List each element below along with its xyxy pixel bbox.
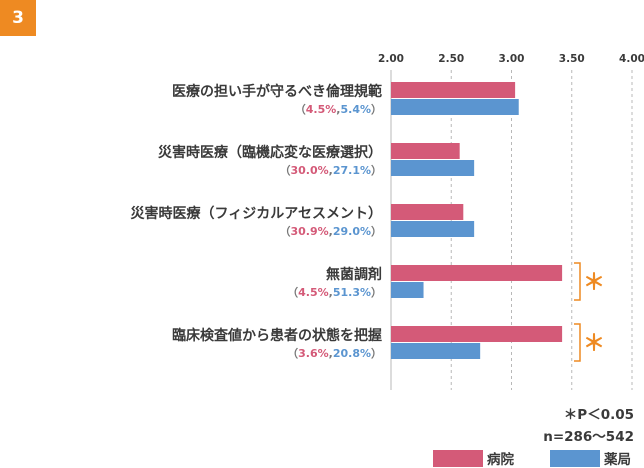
- bar-hospital: [391, 204, 464, 220]
- bar-hospital: [391, 82, 516, 98]
- tick-label: 2.50: [438, 53, 464, 65]
- bar-pharmacy: [391, 99, 519, 115]
- sample-size-note: n=286～542: [543, 429, 634, 445]
- category-label-ethics: 医療の担い手が守るべき倫理規範: [172, 84, 382, 100]
- figure-number-badge: 3: [0, 0, 36, 36]
- bar-pharmacy: [391, 221, 475, 237]
- bar-pharmacy: [391, 160, 475, 176]
- category-percent-lab-values: （3.6%,20.8%）: [287, 347, 382, 360]
- category-percent-disaster-assessment: （30.9%,29.0%）: [279, 225, 382, 238]
- legend-label-hospital: 病院: [487, 452, 514, 468]
- category-label-disaster-assessment: 災害時医療（フィジカルアセスメント）: [130, 206, 382, 222]
- significance-marker: ＊: [583, 271, 605, 296]
- legend-swatch-hospital: [433, 449, 483, 467]
- bar-hospital: [391, 265, 563, 281]
- significance-note: ＊P＜0.05: [563, 407, 634, 423]
- tick-label: 4.00: [619, 53, 644, 65]
- tick-label: 2.00: [378, 53, 404, 65]
- bar-hospital: [391, 326, 563, 342]
- legend-item-hospital: 病院: [433, 449, 514, 468]
- bar-pharmacy: [391, 282, 424, 298]
- bar-pharmacy: [391, 343, 481, 359]
- significance-marker: ＊: [583, 332, 605, 357]
- category-percent-disaster-flexible: （30.0%,27.1%）: [279, 164, 382, 177]
- tick-label: 3.50: [559, 53, 585, 65]
- significance-bracket: [574, 323, 581, 362]
- legend-swatch-pharmacy: [550, 449, 600, 467]
- significance-bracket: [574, 262, 581, 301]
- bar-hospital: [391, 143, 460, 159]
- category-percent-ethics: （4.5%,5.4%）: [294, 103, 382, 116]
- category-label-lab-values: 臨床検査値から患者の状態を把握: [172, 328, 382, 344]
- category-label-aseptic: 無菌調剤: [326, 267, 382, 283]
- category-label-disaster-flexible: 災害時医療（臨機応変な医療選択）: [158, 145, 382, 161]
- category-percent-aseptic: （4.5%,51.3%）: [287, 286, 382, 299]
- tick-label: 3.00: [499, 53, 525, 65]
- legend-label-pharmacy: 薬局: [604, 452, 631, 468]
- legend-item-pharmacy: 薬局: [550, 449, 631, 468]
